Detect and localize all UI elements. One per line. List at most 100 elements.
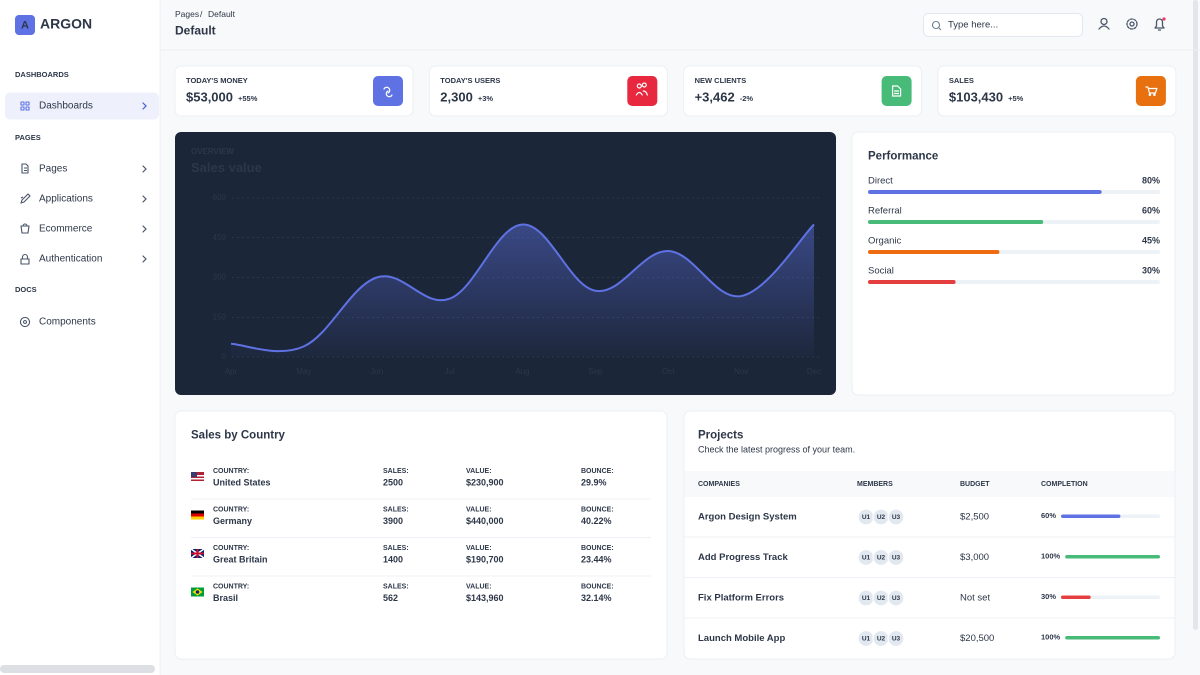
cell: Brasil	[213, 593, 238, 603]
column-label: BOUNCE:	[581, 506, 614, 513]
x-tick-label: Jun	[370, 367, 383, 376]
stat-icon-bg	[1135, 76, 1166, 106]
x-tick-label: Dec	[807, 367, 821, 376]
project-name: Launch Mobile App	[698, 633, 785, 644]
column-label: VALUE:	[466, 583, 492, 590]
brand-name: ARGON	[40, 16, 92, 32]
member-initials: U1	[862, 595, 871, 602]
completion-bar	[1065, 555, 1160, 559]
nav-icon	[21, 163, 29, 174]
stat-card	[174, 65, 414, 117]
column-label: BOUNCE:	[581, 545, 614, 552]
cell: 40.22%	[581, 516, 612, 526]
completion-bar	[1061, 514, 1121, 518]
chart-eyebrow: OVERVIEW	[191, 147, 234, 156]
completion-label: 60%	[1041, 511, 1056, 520]
chevron	[142, 165, 147, 173]
progress-name: Direct	[868, 176, 893, 187]
project-name: Fix Platform Errors	[698, 593, 784, 604]
nav-item-active[interactable]	[5, 92, 159, 120]
cell: $190,700	[466, 554, 504, 564]
user-icon[interactable]	[1098, 17, 1110, 30]
notifications-icon[interactable]	[1154, 17, 1166, 31]
search-placeholder: Type here...	[948, 20, 998, 31]
budget: $2,500	[960, 512, 989, 523]
completion-label: 100%	[1041, 632, 1061, 641]
card-title: Projects	[698, 430, 743, 442]
member-initials: U3	[892, 514, 901, 521]
stat-label: SALES	[949, 76, 974, 85]
completion-label: 100%	[1041, 551, 1061, 560]
flag	[195, 590, 200, 594]
breadcrumb: Pages	[175, 9, 199, 19]
member-initials: U2	[877, 636, 886, 643]
flag	[191, 516, 204, 520]
nav-item[interactable]: Authentication	[39, 254, 102, 265]
flag	[191, 478, 204, 480]
budget: Not set	[960, 593, 990, 604]
cell: 2500	[383, 477, 403, 487]
nav-item[interactable]: Applications	[39, 194, 93, 205]
column-label: BOUNCE:	[581, 468, 614, 475]
nav-item[interactable]: Ecommerce	[39, 224, 93, 235]
stat-icon	[383, 86, 393, 98]
project-name: Add Progress Track	[698, 552, 788, 563]
stat-card	[683, 65, 923, 117]
card-title: Sales by Country	[191, 430, 286, 442]
member-initials: U3	[892, 595, 901, 602]
cell: 32.14%	[581, 593, 612, 603]
table-header: MEMBERS	[857, 481, 893, 488]
member-avatar	[887, 589, 905, 607]
cell: $440,000	[466, 516, 504, 526]
chart-title: Sales value	[191, 160, 262, 175]
cell: 29.9%	[581, 477, 607, 487]
y-tick-label: 150	[213, 312, 227, 321]
cell: Germany	[213, 516, 252, 526]
column-label: SALES:	[383, 545, 409, 552]
stat-icon	[891, 85, 902, 97]
progress-value: 80%	[1142, 175, 1160, 185]
breadcrumb-separator: /	[200, 9, 203, 19]
progress-bar	[868, 190, 1102, 194]
stat-icon-bg	[627, 76, 658, 106]
completion-bar	[1061, 595, 1091, 599]
page-title: Default	[175, 24, 216, 38]
nav-item[interactable]: Components	[39, 317, 96, 328]
member-avatar	[887, 508, 905, 526]
completion-bar	[1065, 636, 1160, 640]
stat-change: +3%	[478, 94, 494, 103]
settings-icon[interactable]	[1126, 18, 1138, 30]
stat-icon	[1145, 86, 1158, 97]
stat-value: $53,000	[186, 89, 233, 104]
progress-value: 60%	[1142, 205, 1160, 215]
nav-icon	[20, 223, 30, 234]
member-initials: U1	[862, 555, 871, 562]
stat-icon	[635, 82, 648, 96]
stat-label: NEW CLIENTS	[695, 76, 747, 85]
column-label: COUNTRY:	[213, 545, 249, 552]
card-subtitle: Check the latest progress of your team.	[698, 444, 855, 454]
member-initials: U3	[892, 555, 901, 562]
cell: $230,900	[466, 477, 504, 487]
flag	[191, 510, 204, 514]
nav-section-title: DOCS	[15, 285, 37, 294]
search-box[interactable]	[923, 13, 1083, 37]
stat-card	[937, 65, 1177, 117]
nav-item[interactable]: Dashboards	[39, 101, 93, 112]
nav-item[interactable]: Pages	[39, 164, 67, 175]
nav-icon	[20, 193, 31, 204]
column-label: VALUE:	[466, 506, 492, 513]
column-label: VALUE:	[466, 468, 492, 475]
progress-name: Social	[868, 266, 894, 277]
column-label: BOUNCE:	[581, 583, 614, 590]
nav-icon	[19, 316, 31, 328]
table-header: BUDGET	[960, 481, 990, 488]
x-tick-label: Oct	[662, 367, 675, 376]
cell: 1400	[383, 554, 403, 564]
progress-bar	[868, 220, 1044, 224]
column-label: SALES:	[383, 506, 409, 513]
table-header: COMPLETION	[1041, 481, 1088, 488]
chevron	[142, 195, 147, 203]
member-avatar	[887, 629, 905, 648]
stat-change: +55%	[238, 94, 258, 103]
